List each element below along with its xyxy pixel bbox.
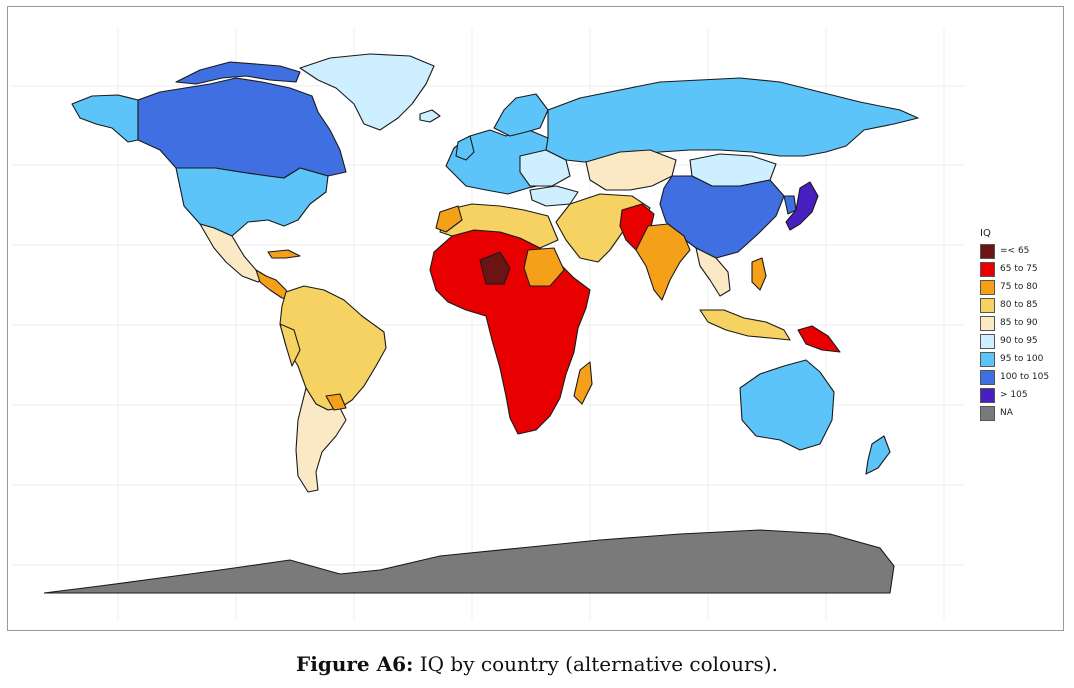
region-scandinavia (493, 93, 549, 137)
region-canadian-arctic (175, 61, 301, 85)
legend-swatch (980, 333, 995, 349)
legend-item: > 105 (980, 386, 1060, 404)
region-usa (175, 167, 329, 237)
region-paraguay (325, 393, 347, 411)
region-china (659, 175, 785, 259)
region-africa-central (429, 229, 591, 435)
legend-title: IQ (980, 228, 991, 239)
legend-item: 90 to 95 (980, 332, 1060, 350)
region-new-zealand (865, 435, 891, 475)
region-greenland (299, 53, 435, 131)
legend-label: 75 to 80 (1000, 282, 1038, 292)
legend-swatch (980, 279, 995, 295)
region-southeast-asia (695, 247, 731, 297)
region-korea (783, 195, 797, 215)
region-alaska (71, 94, 139, 143)
map-legend: IQ =< 65 65 to 75 75 to 80 80 to 85 85 to 90… (980, 228, 1060, 422)
region-australia (739, 359, 835, 451)
region-iceland (419, 109, 441, 123)
legend-swatch (980, 369, 995, 385)
legend-item: 100 to 105 (980, 368, 1060, 386)
legend-item: 65 to 75 (980, 260, 1060, 278)
legend-label: 95 to 100 (1000, 354, 1044, 364)
region-uk (455, 135, 475, 161)
legend-swatch (980, 351, 995, 367)
figure-caption: Figure A6: IQ by country (alternative co… (0, 652, 1074, 676)
region-indonesia (699, 309, 791, 341)
legend-item: NA (980, 404, 1060, 422)
region-india (635, 223, 691, 301)
legend-item: 75 to 80 (980, 278, 1060, 296)
legend-item: 80 to 85 (980, 296, 1060, 314)
region-turkey (529, 185, 579, 207)
legend-items: =< 65 65 to 75 75 to 80 80 to 85 85 to 90 90 … (980, 242, 1060, 422)
region-madagascar (573, 361, 593, 405)
region-chad (479, 251, 511, 285)
legend-swatch (980, 261, 995, 277)
region-southern-cone (295, 387, 347, 493)
region-antarctica (43, 529, 895, 594)
legend-label: 80 to 85 (1000, 300, 1038, 310)
region-sudan (523, 247, 565, 287)
region-north-africa (439, 203, 559, 249)
legend-swatch (980, 315, 995, 331)
legend-item: 95 to 100 (980, 350, 1060, 368)
region-canada (137, 77, 347, 179)
legend-label: =< 65 (1000, 246, 1030, 256)
region-philippines (751, 257, 767, 291)
region-andean (279, 323, 301, 367)
region-papua (797, 325, 841, 353)
legend-label: 85 to 90 (1000, 318, 1038, 328)
region-morocco (435, 205, 463, 233)
legend-label: 90 to 95 (1000, 336, 1038, 346)
region-japan (785, 181, 819, 231)
caption-label: Figure A6: (296, 652, 414, 676)
region-russia (545, 77, 919, 163)
legend-label: > 105 (1000, 390, 1028, 400)
legend-item: 85 to 90 (980, 314, 1060, 332)
region-central-asia (585, 149, 677, 191)
legend-swatch (980, 387, 995, 403)
legend-label: 65 to 75 (1000, 264, 1038, 274)
region-caribbean (267, 249, 301, 259)
caption-text: IQ by country (alternative colours). (413, 652, 778, 676)
legend-swatch (980, 405, 995, 421)
legend-label: 100 to 105 (1000, 372, 1050, 382)
legend-swatch (980, 297, 995, 313)
legend-item: =< 65 (980, 242, 1060, 260)
legend-swatch (980, 243, 995, 259)
legend-label: NA (1000, 408, 1013, 418)
